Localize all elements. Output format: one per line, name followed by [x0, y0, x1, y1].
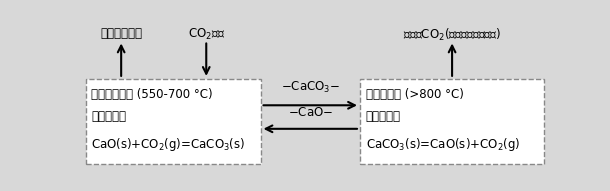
Text: 脱碳后的气体: 脱碳后的气体 — [100, 27, 142, 40]
Text: CaO(s)+CO$_2$(g)=CaCO$_3$(s): CaO(s)+CO$_2$(g)=CaCO$_3$(s) — [92, 135, 246, 152]
Text: 煝烧反应：: 煝烧反应： — [365, 110, 401, 123]
Text: 主要反应：: 主要反应： — [92, 110, 126, 123]
Text: 碳酸化反应器 (550-700 °C): 碳酸化反应器 (550-700 °C) — [92, 88, 213, 101]
Text: 高浓度CO$_2$(封存或资源化利用): 高浓度CO$_2$(封存或资源化利用) — [403, 27, 501, 43]
FancyBboxPatch shape — [85, 79, 260, 164]
Text: 煝烧反应器 (>800 °C): 煝烧反应器 (>800 °C) — [365, 88, 464, 101]
Text: $-$CaO$-$: $-$CaO$-$ — [288, 105, 333, 118]
Text: $-$CaCO$_3$$-$: $-$CaCO$_3$$-$ — [281, 80, 340, 95]
Text: CO$_2$烟气: CO$_2$烟气 — [188, 27, 225, 42]
Text: CaCO$_3$(s)=CaO(s)+CO$_2$(g): CaCO$_3$(s)=CaO(s)+CO$_2$(g) — [365, 135, 520, 152]
FancyBboxPatch shape — [360, 79, 544, 164]
